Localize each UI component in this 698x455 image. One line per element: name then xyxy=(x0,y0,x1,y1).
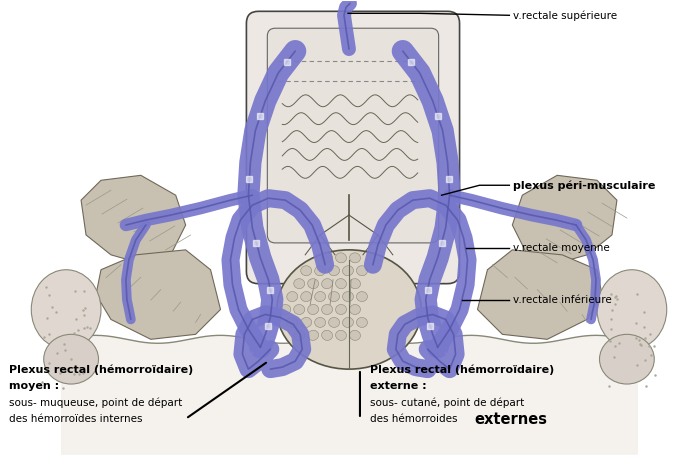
Ellipse shape xyxy=(336,278,346,288)
Ellipse shape xyxy=(597,270,667,349)
Ellipse shape xyxy=(350,278,360,288)
Text: externe :: externe : xyxy=(370,381,426,391)
Ellipse shape xyxy=(357,292,367,302)
Ellipse shape xyxy=(308,304,318,314)
Ellipse shape xyxy=(308,278,318,288)
Polygon shape xyxy=(512,175,617,265)
FancyBboxPatch shape xyxy=(246,11,459,283)
FancyBboxPatch shape xyxy=(267,28,438,243)
Ellipse shape xyxy=(343,318,353,328)
Ellipse shape xyxy=(294,330,304,340)
Polygon shape xyxy=(81,175,186,265)
Ellipse shape xyxy=(357,318,367,328)
Ellipse shape xyxy=(329,318,339,328)
Text: v.rectale inférieure: v.rectale inférieure xyxy=(513,294,612,304)
Ellipse shape xyxy=(308,330,318,340)
Ellipse shape xyxy=(350,304,360,314)
Ellipse shape xyxy=(357,266,367,276)
Text: Plexus rectal (hémorroïdaire): Plexus rectal (hémorroïdaire) xyxy=(9,364,193,374)
Ellipse shape xyxy=(315,292,325,302)
Ellipse shape xyxy=(301,318,311,328)
Text: sous- muqueuse, point de départ: sous- muqueuse, point de départ xyxy=(9,398,183,409)
Ellipse shape xyxy=(280,304,291,314)
Polygon shape xyxy=(477,250,602,339)
Ellipse shape xyxy=(277,250,421,369)
Ellipse shape xyxy=(336,304,346,314)
Ellipse shape xyxy=(294,304,304,314)
Ellipse shape xyxy=(329,266,339,276)
Text: Plexus rectal (hémorroïdaire): Plexus rectal (hémorroïdaire) xyxy=(370,364,554,374)
Ellipse shape xyxy=(322,304,332,314)
Ellipse shape xyxy=(31,270,101,349)
Ellipse shape xyxy=(322,253,332,263)
Text: plexus péri-musculaire: plexus péri-musculaire xyxy=(513,180,655,191)
Ellipse shape xyxy=(350,330,360,340)
Polygon shape xyxy=(96,250,221,339)
Ellipse shape xyxy=(322,278,332,288)
Ellipse shape xyxy=(600,334,654,384)
Text: moyen :: moyen : xyxy=(9,381,59,391)
Ellipse shape xyxy=(329,292,339,302)
Ellipse shape xyxy=(343,292,353,302)
Ellipse shape xyxy=(315,266,325,276)
Ellipse shape xyxy=(301,266,311,276)
Ellipse shape xyxy=(301,292,311,302)
Text: v.rectale supérieure: v.rectale supérieure xyxy=(513,10,618,20)
Ellipse shape xyxy=(322,330,332,340)
Text: v.rectale moyenne: v.rectale moyenne xyxy=(513,243,610,253)
Ellipse shape xyxy=(315,318,325,328)
Text: sous- cutané, point de départ: sous- cutané, point de départ xyxy=(370,398,524,409)
Ellipse shape xyxy=(287,318,297,328)
Text: externes: externes xyxy=(475,412,547,427)
Ellipse shape xyxy=(343,266,353,276)
Text: des hémorroides: des hémorroides xyxy=(370,414,461,424)
Ellipse shape xyxy=(336,330,346,340)
Ellipse shape xyxy=(44,334,98,384)
Ellipse shape xyxy=(287,292,297,302)
Ellipse shape xyxy=(350,253,360,263)
Text: des hémorroïdes internes: des hémorroïdes internes xyxy=(9,414,143,424)
Ellipse shape xyxy=(294,278,304,288)
Ellipse shape xyxy=(336,253,346,263)
